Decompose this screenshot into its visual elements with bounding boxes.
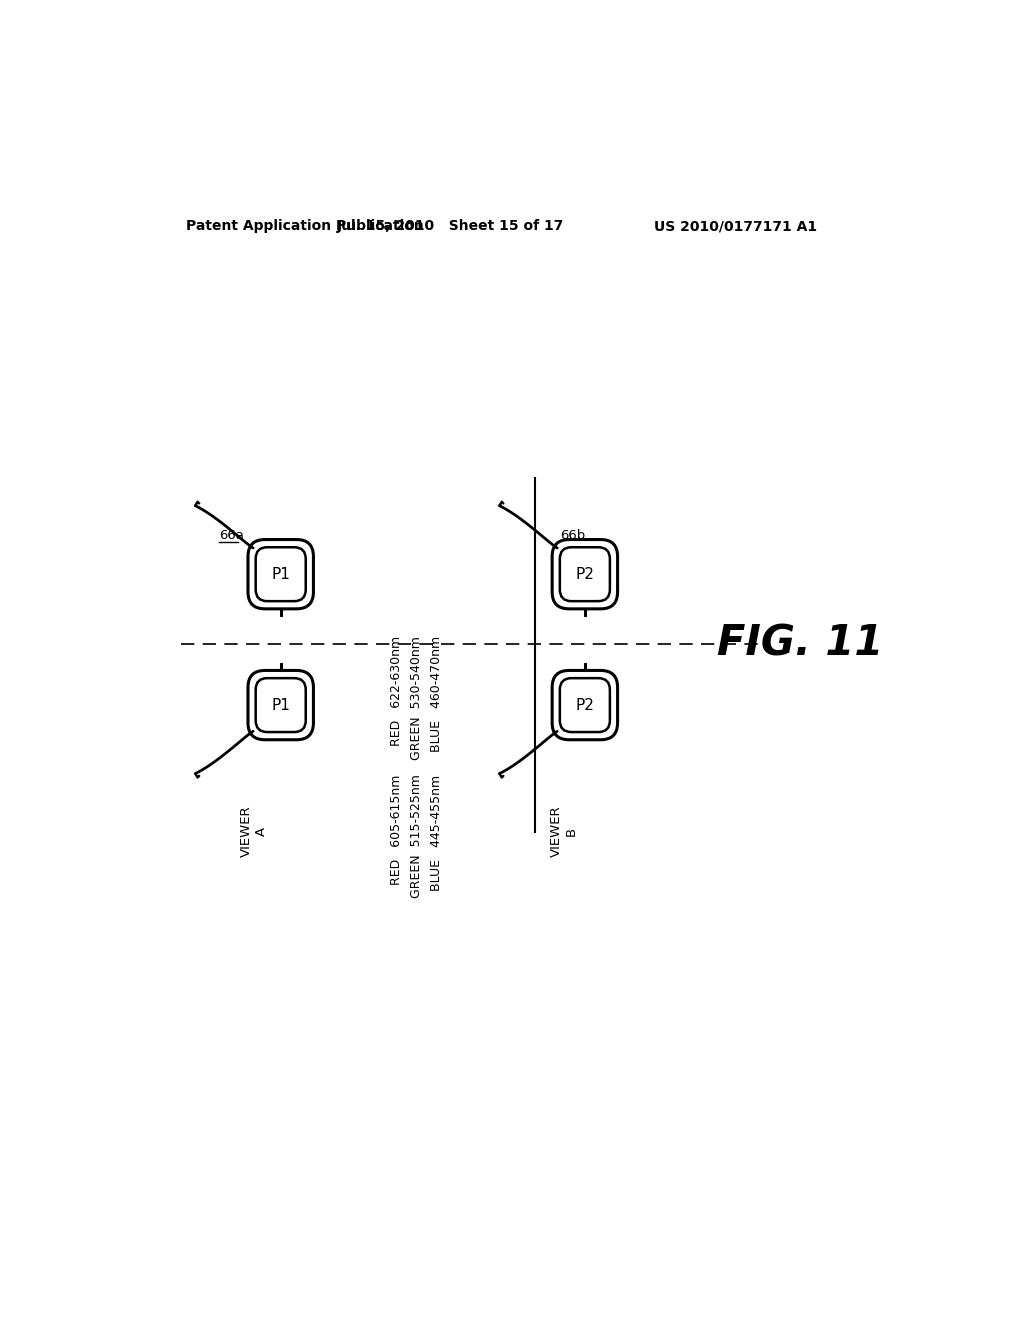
Text: Patent Application Publication: Patent Application Publication (186, 219, 424, 234)
FancyBboxPatch shape (248, 540, 313, 609)
Text: RED   622-630nm: RED 622-630nm (390, 636, 402, 746)
FancyBboxPatch shape (560, 548, 610, 601)
Text: Jul. 15, 2010   Sheet 15 of 17: Jul. 15, 2010 Sheet 15 of 17 (337, 219, 564, 234)
Text: P2: P2 (575, 697, 594, 713)
FancyBboxPatch shape (256, 548, 306, 601)
Text: FIG. 11: FIG. 11 (717, 623, 884, 664)
Text: VIEWER
B: VIEWER B (550, 805, 579, 857)
Text: P2: P2 (575, 566, 594, 582)
FancyBboxPatch shape (552, 540, 617, 609)
Text: P1: P1 (271, 697, 290, 713)
Text: VIEWER
A: VIEWER A (240, 805, 267, 857)
Text: GREEN  515-525nm: GREEN 515-525nm (410, 775, 423, 899)
Text: BLUE   445-455nm: BLUE 445-455nm (430, 775, 442, 891)
Text: US 2010/0177171 A1: US 2010/0177171 A1 (654, 219, 817, 234)
FancyBboxPatch shape (248, 671, 313, 739)
Text: RED   605-615nm: RED 605-615nm (390, 775, 402, 884)
Text: GREEN  530-540nm: GREEN 530-540nm (410, 636, 423, 760)
Text: 66a: 66a (219, 529, 244, 543)
Text: BLUE   460-470nm: BLUE 460-470nm (430, 636, 442, 752)
FancyBboxPatch shape (256, 678, 306, 733)
Text: P1: P1 (271, 566, 290, 582)
Text: 66b: 66b (560, 529, 586, 543)
FancyBboxPatch shape (560, 678, 610, 733)
FancyBboxPatch shape (552, 671, 617, 739)
